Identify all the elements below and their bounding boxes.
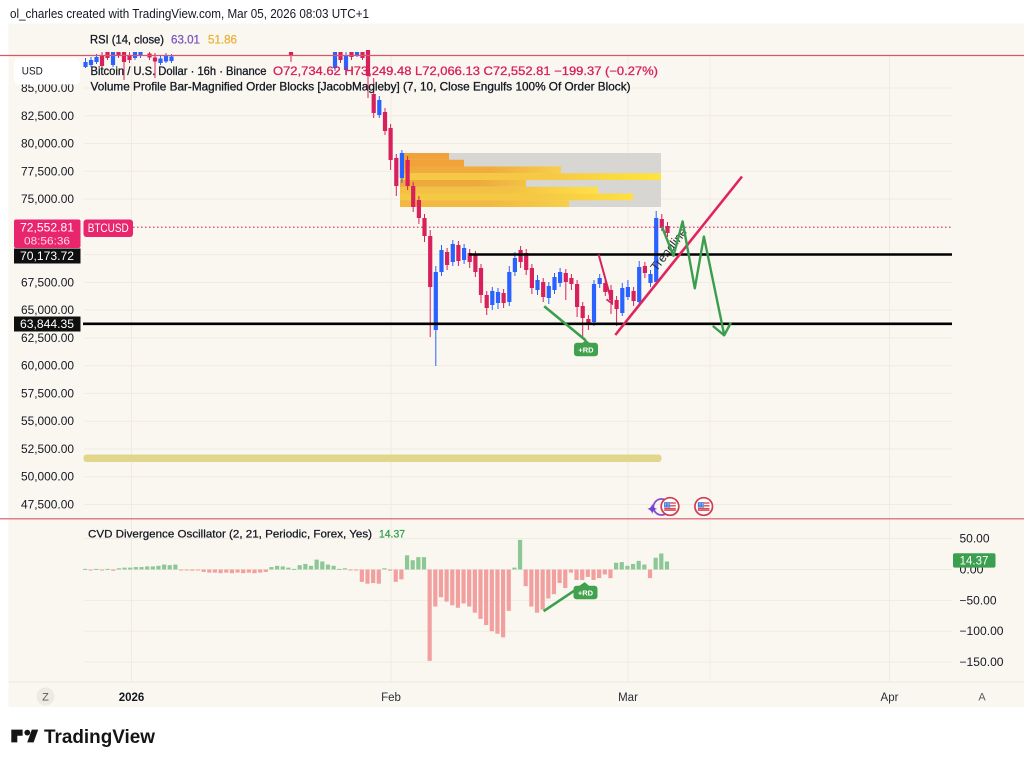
svg-text:63,844.35: 63,844.35 [20,319,74,331]
svg-text:+RD: +RD [578,588,594,597]
svg-text:50.00: 50.00 [960,534,990,546]
svg-text:55,000.00: 55,000.00 [21,416,74,428]
svg-text:63.01: 63.01 [171,33,200,47]
svg-text:2026: 2026 [119,692,145,704]
svg-text:65,000.00: 65,000.00 [21,305,74,317]
svg-text:50,000.00: 50,000.00 [21,472,74,484]
svg-text:51.86: 51.86 [208,33,237,47]
svg-text:Apr: Apr [881,692,899,704]
svg-text:−100.00: −100.00 [960,626,1004,638]
svg-text:57,500.00: 57,500.00 [21,388,74,400]
svg-text:60,000.00: 60,000.00 [21,361,74,373]
svg-text:Bitcoin / U.S. Dollar · 16h ·: Bitcoin / U.S. Dollar · 16h · Binance [91,64,267,78]
svg-text:Feb: Feb [381,692,401,704]
svg-text:08:56:36: 08:56:36 [24,236,70,248]
svg-text:80,000.00: 80,000.00 [21,139,74,151]
svg-text:62,500.00: 62,500.00 [21,333,74,345]
svg-text:72,552.81: 72,552.81 [20,223,74,235]
svg-text:RSI (14, close): RSI (14, close) [90,33,164,47]
svg-text:75,000.00: 75,000.00 [21,194,74,206]
svg-text:BTCUSD: BTCUSD [88,223,129,235]
svg-text:Z: Z [42,692,49,704]
svg-text:67,500.00: 67,500.00 [21,277,74,289]
svg-text:14.37: 14.37 [960,555,989,567]
svg-text:85,000.00: 85,000.00 [21,83,74,95]
svg-text:Volume Profile Bar-Magnified O: Volume Profile Bar-Magnified Order Block… [91,80,631,94]
svg-text:70,173.72: 70,173.72 [20,251,74,263]
svg-text:+RD: +RD [578,345,594,354]
svg-text:82,500.00: 82,500.00 [21,111,74,123]
svg-text:14.37: 14.37 [379,529,405,541]
svg-text:O72,734.62 H73,249.48 L72,066.: O72,734.62 H73,249.48 L72,066.13 C72,552… [273,64,658,78]
svg-text:ol_charles created with Tradin: ol_charles created with TradingView.com,… [10,7,369,21]
svg-text:−150.00: −150.00 [960,657,1004,669]
svg-text:USD: USD [22,66,43,78]
svg-text:CVD Divergence Oscillator (2,: CVD Divergence Oscillator (2, 21, Period… [88,529,372,541]
svg-text:52,500.00: 52,500.00 [21,444,74,456]
svg-text:A: A [978,692,986,704]
svg-text:47,500.00: 47,500.00 [21,500,74,512]
svg-text:TradingView: TradingView [44,726,156,748]
svg-text:Mar: Mar [618,692,638,704]
svg-text:−50.00: −50.00 [960,595,997,607]
svg-text:77,500.00: 77,500.00 [21,166,74,178]
